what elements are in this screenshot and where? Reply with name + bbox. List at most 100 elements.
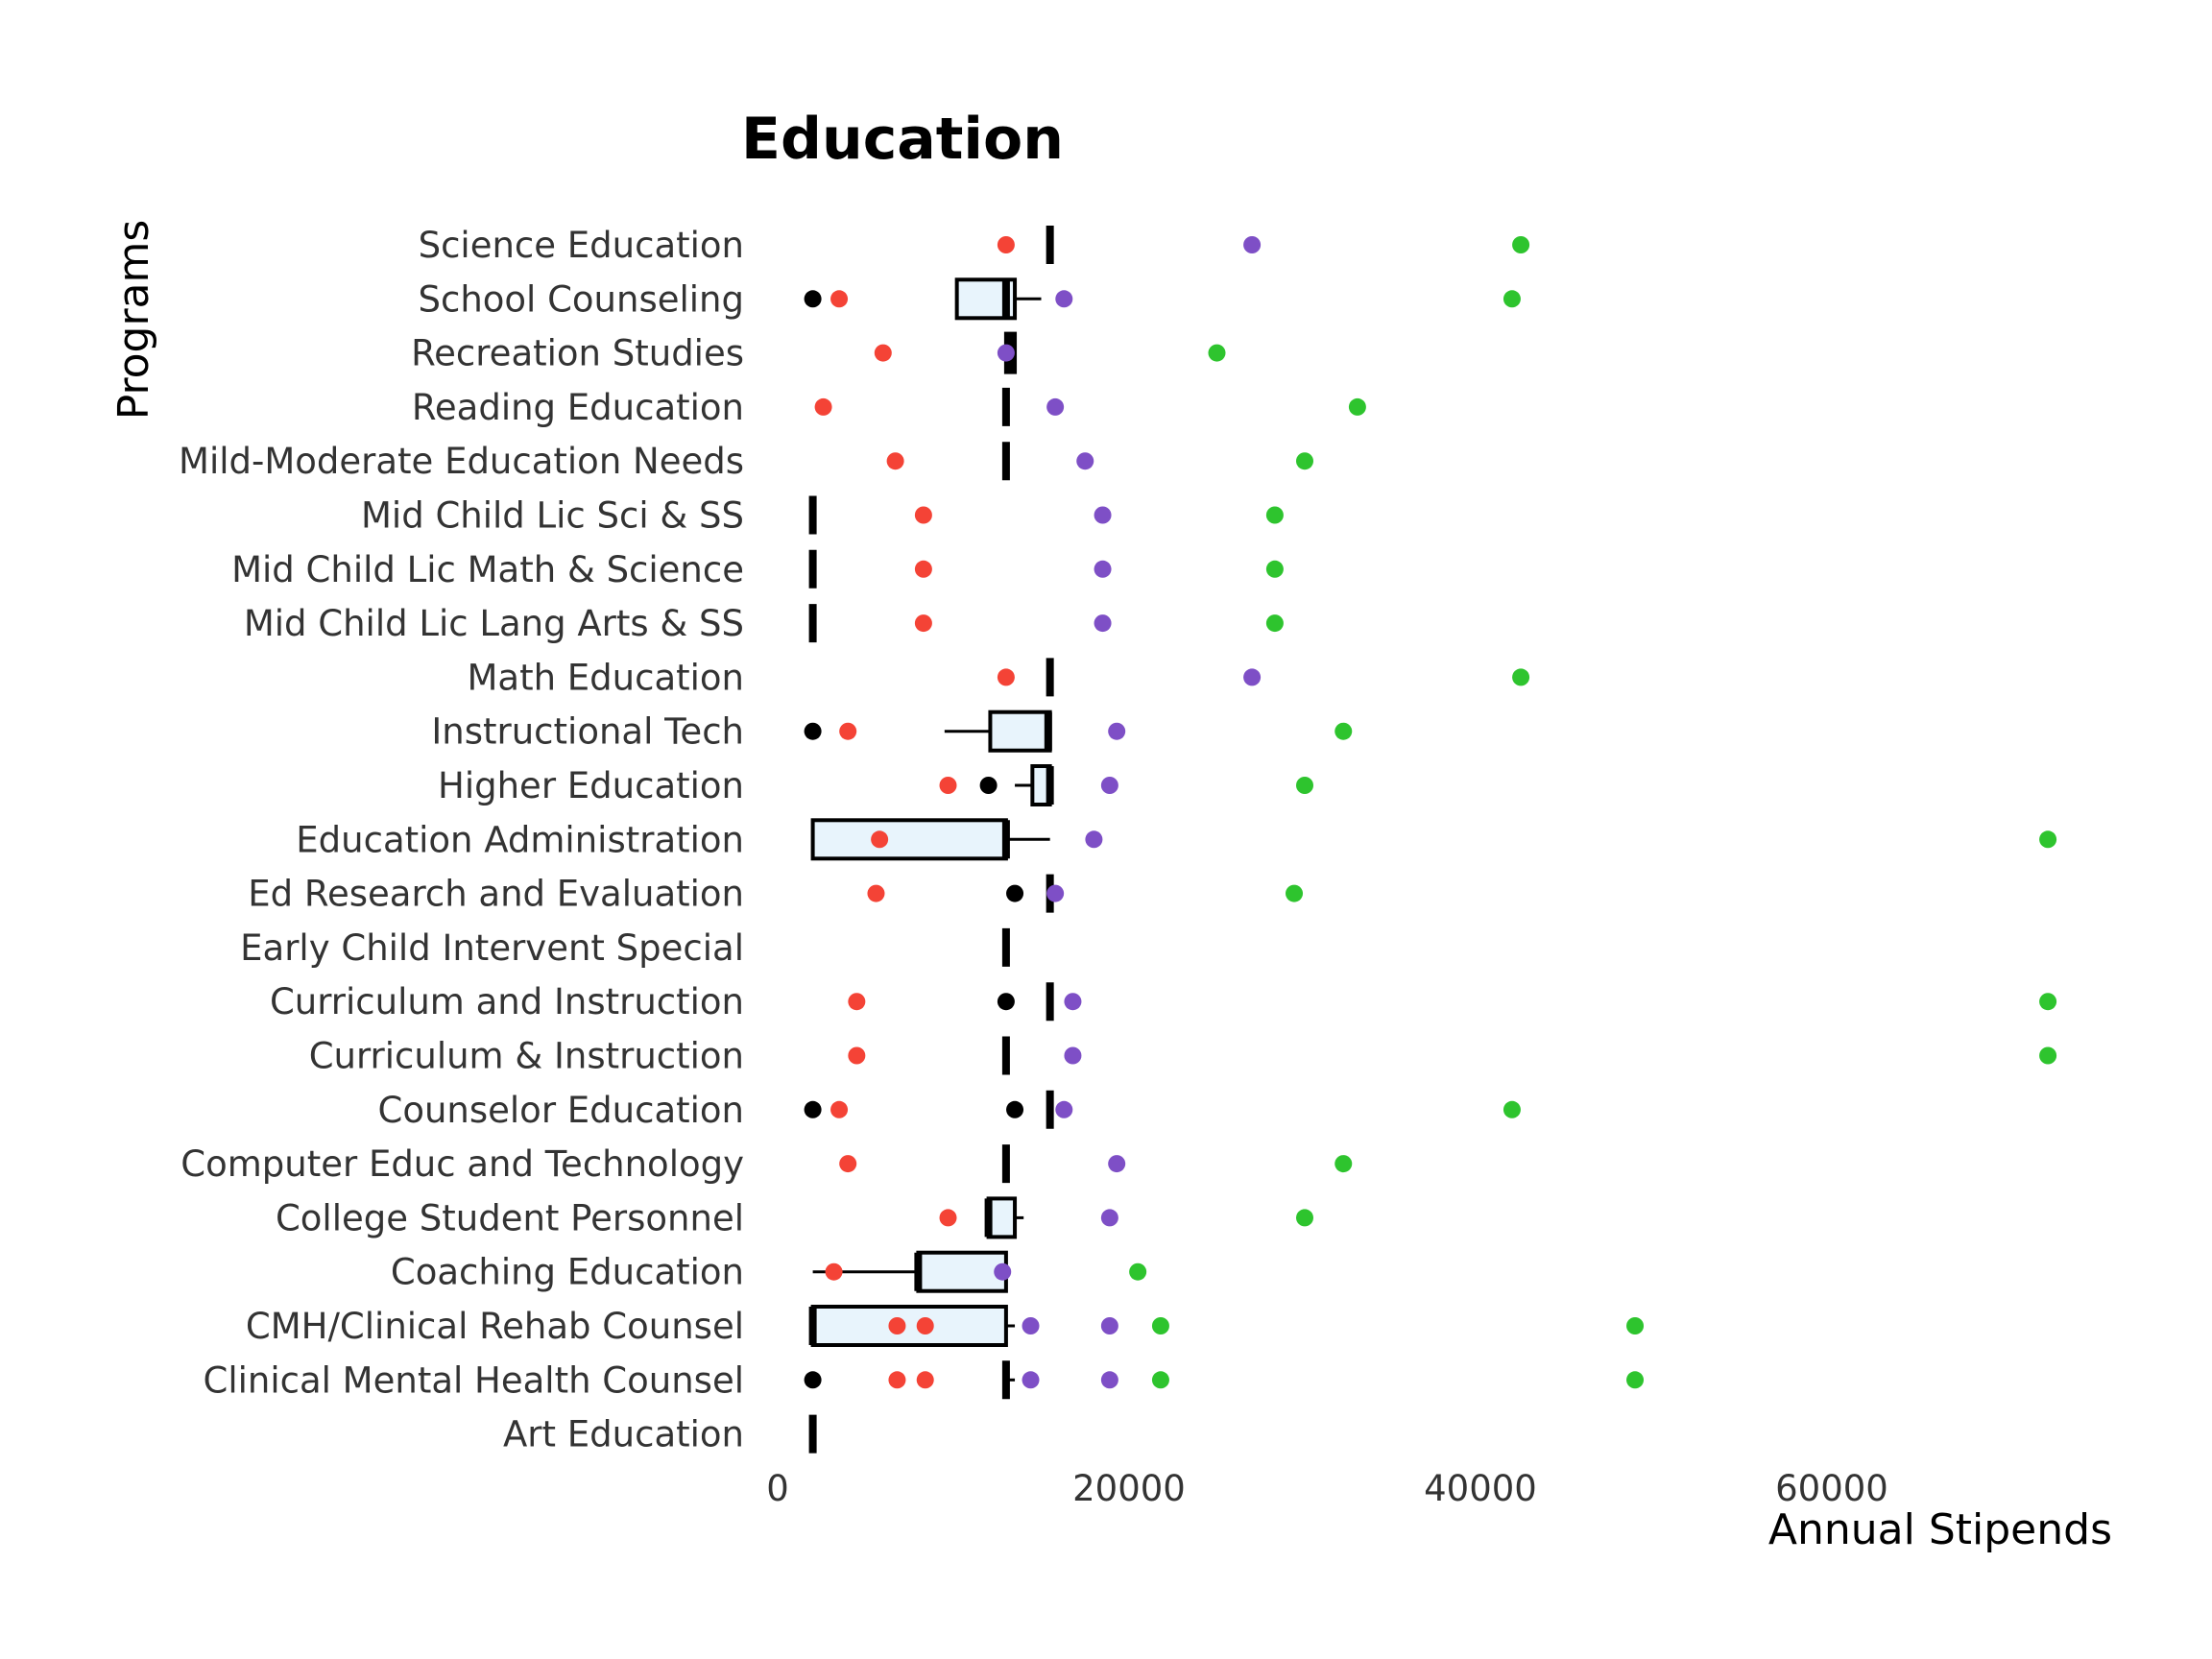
purple-point — [1108, 1155, 1126, 1173]
red-point — [839, 722, 857, 740]
red-point — [848, 993, 866, 1011]
y-tick-label: Ed Research and Evaluation — [248, 874, 744, 915]
y-tick-label: Curriculum and Instruction — [270, 981, 744, 1022]
red-point — [867, 884, 885, 902]
green-point — [1151, 1371, 1169, 1389]
box — [988, 709, 1052, 753]
green-point — [1129, 1262, 1147, 1281]
red-point — [825, 1262, 843, 1281]
purple-point — [1108, 722, 1126, 740]
purple-point — [1100, 1371, 1118, 1389]
red-point — [914, 560, 932, 578]
y-tick-labels: Science Education School Counseling Recrea… — [179, 225, 744, 1455]
green-point — [2039, 830, 2057, 849]
green-point — [1265, 560, 1284, 578]
purple-point — [1100, 1209, 1118, 1227]
green-point — [1296, 1209, 1313, 1227]
purple-point — [1243, 668, 1262, 686]
y-axis-title: Programs — [109, 220, 158, 421]
purple-point — [1046, 884, 1065, 902]
purple-point — [1094, 506, 1112, 524]
y-tick-label: Math Education — [467, 657, 744, 698]
purple-point — [1085, 830, 1103, 849]
y-tick-label: Recreation Studies — [411, 333, 744, 374]
y-tick-label: Reading Education — [412, 387, 744, 428]
box — [810, 818, 1008, 861]
red-point — [939, 777, 957, 794]
green-point — [1296, 452, 1313, 470]
outlier-point — [804, 722, 822, 740]
box — [810, 1305, 1008, 1347]
x-tick-label: 60000 — [1775, 1468, 1888, 1509]
red-point — [997, 236, 1015, 253]
green-point — [1626, 1371, 1645, 1389]
outlier-point — [997, 993, 1015, 1011]
x-tick-labels: 0 20000 40000 60000 — [766, 1468, 1888, 1509]
green-point — [1512, 236, 1530, 253]
y-tick-label: Instructional Tech — [431, 711, 744, 753]
outlier-point — [979, 777, 998, 794]
green-point — [1208, 344, 1226, 362]
purple-point — [1100, 777, 1118, 794]
green-point — [2039, 993, 2057, 1011]
purple-point — [1094, 614, 1112, 633]
green-point — [1503, 1100, 1521, 1118]
y-tick-label: Art Education — [503, 1414, 744, 1455]
outlier-point — [1006, 1100, 1024, 1118]
green-point — [1626, 1317, 1645, 1334]
red-point — [871, 830, 889, 849]
purple-point — [994, 1262, 1012, 1281]
purple-point — [1022, 1371, 1040, 1389]
red-point — [830, 1100, 849, 1118]
box — [916, 1250, 1008, 1293]
outlier-point — [804, 1100, 822, 1118]
purple-point — [1046, 397, 1065, 416]
red-point — [814, 397, 832, 416]
red-point — [914, 614, 932, 633]
red-point — [916, 1317, 934, 1334]
green-point — [1334, 722, 1353, 740]
green-point — [1503, 290, 1521, 308]
y-tick-label: School Counseling — [418, 278, 744, 320]
red-point — [886, 452, 904, 470]
green-point — [1512, 668, 1530, 686]
y-tick-label: Mid Child Lic Sci & SS — [361, 495, 744, 537]
purple-point — [1100, 1317, 1118, 1334]
green-point — [1151, 1317, 1169, 1334]
y-tick-label: Higher Education — [438, 765, 744, 806]
purple-point — [1076, 452, 1094, 470]
red-point — [914, 506, 932, 524]
green-point — [1334, 1155, 1353, 1173]
y-tick-label: College Student Personnel — [276, 1197, 744, 1238]
points — [814, 236, 2057, 1389]
red-point — [888, 1317, 906, 1334]
y-tick-label: Early Child Intervent Special — [240, 927, 744, 969]
green-point — [1286, 884, 1304, 902]
green-point — [1265, 614, 1284, 633]
red-point — [839, 1155, 857, 1173]
red-point — [939, 1209, 957, 1227]
y-tick-label: Education Administration — [296, 819, 744, 860]
red-point — [888, 1371, 906, 1389]
red-point — [848, 1046, 866, 1065]
x-tick-label: 0 — [766, 1468, 789, 1509]
red-point — [874, 344, 892, 362]
y-tick-label: Mid Child Lic Math & Science — [231, 549, 744, 590]
y-tick-label: Curriculum & Instruction — [309, 1036, 744, 1077]
red-point — [916, 1371, 934, 1389]
y-tick-label: Mid Child Lic Lang Arts & SS — [244, 603, 744, 644]
y-tick-label: Clinical Mental Health Counsel — [204, 1359, 745, 1401]
outlier-point — [1006, 884, 1024, 902]
y-tick-label: Mild-Moderate Education Needs — [179, 441, 744, 482]
purple-point — [1064, 993, 1082, 1011]
red-point — [830, 290, 849, 308]
y-tick-label: Computer Educ and Technology — [180, 1143, 744, 1185]
y-tick-label: CMH/Clinical Rehab Counsel — [246, 1306, 744, 1347]
purple-point — [1064, 1046, 1082, 1065]
green-point — [1265, 506, 1284, 524]
green-point — [1296, 777, 1313, 794]
purple-point — [1094, 560, 1112, 578]
x-axis-title: Annual Stipends — [1768, 1505, 2112, 1554]
red-point — [997, 668, 1015, 686]
